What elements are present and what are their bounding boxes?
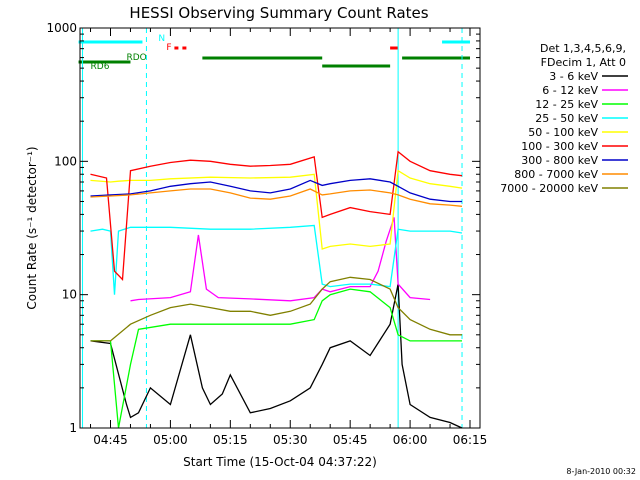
legend-label: 300 - 800 keV: [521, 154, 598, 167]
x-axis: 04:45 05:00 05:15 05:30 05:45 06:00 06:15: [90, 28, 488, 447]
series-line-12-25-kev: [90, 288, 462, 429]
legend-label: 800 - 7000 keV: [514, 168, 598, 181]
x-tick-label: 06:15: [453, 433, 488, 447]
plot-frame: [79, 27, 481, 429]
series-line-50-100-kev: [90, 169, 463, 250]
series-line-800-7000-kev: [90, 188, 463, 207]
legend-header-line-1: Det 1,3,4,5,6,9,: [540, 42, 626, 55]
legend: Det 1,3,4,5,6,9, FDecim 1, Att 0 3 - 6 k…: [500, 42, 628, 195]
y-tick-label: 1: [69, 421, 77, 435]
x-tick-label: 04:45: [93, 433, 128, 447]
chart-title: HESSI Observing Summary Count Rates: [129, 4, 428, 22]
footer-date: 8-Jan-2010 00:32: [566, 467, 636, 476]
x-tick-label: 05:45: [333, 433, 368, 447]
legend-label: 3 - 6 keV: [549, 70, 598, 83]
x-tick-label: 05:00: [153, 433, 188, 447]
x-tick-label: 05:15: [213, 433, 248, 447]
legend-label: 100 - 300 keV: [521, 140, 598, 153]
series-line-300-800-kev: [90, 178, 462, 203]
series-line-25-50-kev: [90, 224, 463, 295]
series-line-100-300-kev: [90, 150, 463, 281]
legend-label: 7000 - 20000 keV: [500, 182, 598, 195]
legend-label: 12 - 25 keV: [535, 98, 598, 111]
flag-label-rd6: RD6: [91, 62, 110, 72]
y-tick-label: 10: [62, 288, 77, 302]
y-axis-label: Count Rate (s⁻¹ detector⁻¹): [25, 146, 39, 309]
x-axis-label: Start Time (15-Oct-04 04:37:22): [183, 455, 377, 469]
y-axis: 1 10 100 1000: [46, 21, 480, 435]
legend-label: 25 - 50 keV: [535, 112, 598, 125]
legend-label: 50 - 100 keV: [528, 126, 598, 139]
legend-label: 6 - 12 keV: [542, 84, 598, 97]
flags-layer: NF RDO RD6: [78, 34, 471, 72]
x-tick-label: 06:00: [393, 433, 428, 447]
flag-label-n: N: [158, 34, 165, 44]
y-tick-label: 1000: [46, 21, 77, 35]
y-tick-label: 100: [54, 154, 77, 168]
flag-label-f: F: [166, 43, 171, 53]
series-layer: [90, 150, 463, 429]
legend-header-line-2: FDecim 1, Att 0: [541, 56, 626, 69]
series-line-7000-20000-kev: [90, 276, 462, 342]
flag-label-rdo: RDO: [126, 53, 146, 63]
orbit-markers-layer: [82, 28, 463, 428]
series-line-3-6-kev: [90, 283, 463, 429]
x-tick-label: 05:30: [273, 433, 308, 447]
